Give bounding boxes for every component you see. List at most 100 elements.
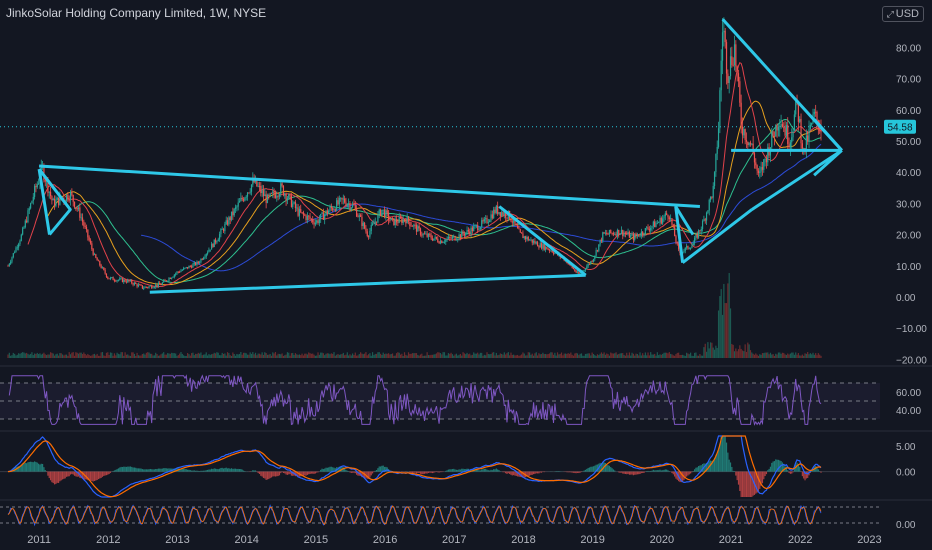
macd-histogram-bar xyxy=(787,470,789,472)
candle-body xyxy=(801,143,803,149)
candle-body xyxy=(535,242,537,244)
candle-body xyxy=(808,128,810,142)
volume-bar xyxy=(660,354,662,358)
volume-bar xyxy=(506,353,508,358)
macd-histogram-bar xyxy=(638,471,640,475)
volume-bar xyxy=(423,355,426,358)
macd-histogram-bar xyxy=(640,471,642,474)
volume-bar xyxy=(443,352,446,358)
volume-bar xyxy=(532,355,535,358)
volume-bar xyxy=(517,354,519,358)
macd-histogram-bar xyxy=(268,471,270,480)
candle-body xyxy=(626,233,628,235)
macd-histogram-bar xyxy=(56,471,58,483)
candle-body xyxy=(623,233,625,236)
candle-body xyxy=(252,178,254,185)
volume-bar xyxy=(187,353,189,358)
macd-histogram-bar xyxy=(777,459,780,472)
volume-bar xyxy=(394,355,396,358)
macd-histogram-bar xyxy=(23,463,25,472)
candle-body xyxy=(764,158,766,160)
candle-body xyxy=(320,213,322,220)
volume-bar xyxy=(402,355,404,358)
candle-body xyxy=(441,240,443,244)
candle-body xyxy=(494,209,496,213)
macd-histogram-bar xyxy=(47,471,49,476)
candle-body xyxy=(632,234,634,240)
time-axis-tick-label: 2015 xyxy=(304,534,328,546)
candle-body xyxy=(485,218,487,220)
macd-histogram-bar xyxy=(60,471,62,481)
currency-button[interactable]: ⤢ USD xyxy=(881,6,924,22)
candle-body xyxy=(393,218,395,226)
macd-histogram-bar xyxy=(184,469,186,472)
macd-histogram-bar xyxy=(737,471,740,485)
volume-bar xyxy=(473,352,475,358)
candle-body xyxy=(813,111,815,115)
candle-body xyxy=(151,285,153,289)
candle-body xyxy=(499,212,501,217)
candle-body xyxy=(805,135,807,153)
volume-bar xyxy=(306,354,308,358)
candle-body xyxy=(189,265,191,267)
volume-bar xyxy=(169,353,171,358)
volume-bar xyxy=(313,354,315,358)
candle-body xyxy=(51,195,53,201)
candle-body xyxy=(238,201,241,203)
candle-body xyxy=(165,280,167,282)
macd-histogram-bar xyxy=(220,467,222,472)
macd-histogram-bar xyxy=(707,462,709,472)
macd-histogram-bar xyxy=(515,471,517,476)
volume-bar xyxy=(68,352,70,358)
volume-bar xyxy=(273,353,275,358)
macd-histogram-bar xyxy=(785,466,788,472)
macd-histogram-bar xyxy=(693,469,696,472)
volume-bar xyxy=(117,353,120,358)
macd-histogram-bar xyxy=(635,471,637,475)
volume-bar xyxy=(290,353,293,358)
volume-bar xyxy=(603,352,605,358)
candle-body xyxy=(793,114,795,131)
volume-bar xyxy=(663,352,665,358)
candle-body xyxy=(334,209,336,211)
candle-body xyxy=(596,250,599,251)
volume-bar xyxy=(639,352,641,358)
volume-bar xyxy=(696,355,698,358)
candle-body xyxy=(660,217,662,224)
candle-body xyxy=(370,225,372,231)
candle-body xyxy=(233,208,235,216)
candle-body xyxy=(753,153,756,163)
candle-body xyxy=(358,215,360,217)
macd-histogram-bar xyxy=(650,470,652,472)
candle-body xyxy=(819,128,821,130)
macd-histogram-bar xyxy=(234,468,237,472)
candle-body xyxy=(191,266,193,268)
macd-histogram-bar xyxy=(304,471,306,476)
macd-histogram-bar xyxy=(732,470,734,472)
volume-bar xyxy=(324,355,326,358)
volume-bar xyxy=(83,352,85,358)
candle-body xyxy=(19,240,21,245)
volume-bar xyxy=(502,354,504,358)
trendline xyxy=(812,118,843,152)
candle-body xyxy=(322,212,324,220)
macd-histogram-bar xyxy=(608,465,611,472)
volume-bar xyxy=(69,354,72,358)
candle-body xyxy=(95,254,97,258)
candle-body xyxy=(107,276,109,279)
volume-bar xyxy=(266,354,269,358)
trendline xyxy=(39,164,700,208)
macd-histogram-bar xyxy=(555,471,557,472)
volume-bar xyxy=(277,353,279,358)
macd-histogram-bar xyxy=(133,467,136,472)
volume-bar xyxy=(191,353,193,358)
macd-histogram-bar xyxy=(687,471,689,476)
macd-histogram-bar xyxy=(35,461,37,472)
candle-body xyxy=(427,233,430,237)
candle-body xyxy=(642,231,644,235)
macd-histogram-bar xyxy=(357,471,359,476)
candle-body xyxy=(656,222,658,224)
macd-histogram-bar xyxy=(709,460,712,472)
candle-body xyxy=(220,229,222,235)
volume-bar xyxy=(10,355,12,358)
